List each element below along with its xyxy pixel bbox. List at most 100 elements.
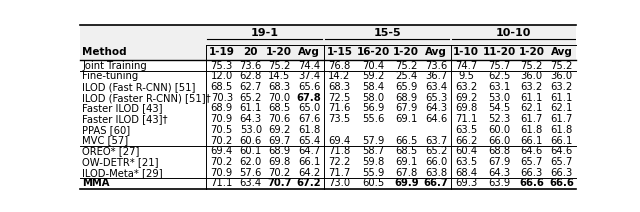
Text: 65.3: 65.3 [425,93,447,103]
Text: 1-20: 1-20 [266,47,292,57]
Bar [80,25,576,45]
Text: 67.9: 67.9 [488,157,510,167]
Text: 14.5: 14.5 [268,71,291,81]
Text: 68.5: 68.5 [268,103,291,113]
Text: 36.7: 36.7 [425,71,447,81]
Text: 71.1: 71.1 [455,114,477,124]
Text: 62.5: 62.5 [488,71,510,81]
Text: 60.1: 60.1 [240,146,262,156]
Text: 36.0: 36.0 [550,71,573,81]
Text: 64.3: 64.3 [488,168,510,178]
Text: 58.0: 58.0 [362,93,384,103]
Text: Avg: Avg [425,47,447,57]
Text: 69.2: 69.2 [268,125,291,135]
Text: 61.8: 61.8 [520,125,543,135]
Text: 63.8: 63.8 [425,168,447,178]
Text: 72.5: 72.5 [328,93,351,103]
Text: 36.0: 36.0 [520,71,543,81]
Text: 61.7: 61.7 [520,114,543,124]
Text: 62.8: 62.8 [240,71,262,81]
Text: 73.6: 73.6 [425,61,447,71]
Text: 69.7: 69.7 [268,135,291,145]
Text: 62.0: 62.0 [240,157,262,167]
Text: 66.0: 66.0 [488,135,510,145]
Text: 57.9: 57.9 [362,135,385,145]
Text: 60.5: 60.5 [362,178,384,188]
Text: 55.9: 55.9 [362,168,385,178]
Text: 66.1: 66.1 [520,135,543,145]
Text: 69.4: 69.4 [211,146,233,156]
Text: 68.4: 68.4 [455,168,477,178]
Text: Avg: Avg [550,47,572,57]
Text: ILOD (Fast R-CNN) [51]: ILOD (Fast R-CNN) [51] [83,82,196,92]
Text: 67.8: 67.8 [395,168,417,178]
Text: 63.9: 63.9 [488,178,510,188]
Text: 66.7: 66.7 [424,178,449,188]
Text: 9.5: 9.5 [458,71,474,81]
Text: 69.1: 69.1 [395,114,417,124]
Text: 58.4: 58.4 [362,82,384,92]
Text: 11-20: 11-20 [483,47,516,57]
Text: 61.1: 61.1 [239,103,262,113]
Text: 66.0: 66.0 [425,157,447,167]
Text: 65.7: 65.7 [520,157,543,167]
Text: 61.8: 61.8 [550,125,573,135]
Text: 70.9: 70.9 [211,114,233,124]
Text: 72.2: 72.2 [328,157,351,167]
Text: 68.5: 68.5 [211,82,233,92]
Text: 55.6: 55.6 [362,114,385,124]
Text: 53.0: 53.0 [240,125,262,135]
Text: 66.1: 66.1 [298,157,320,167]
Text: 76.8: 76.8 [328,61,351,71]
Text: 63.1: 63.1 [488,82,510,92]
Text: 70.2: 70.2 [211,157,233,167]
Text: 73.0: 73.0 [328,178,351,188]
Text: 66.3: 66.3 [550,168,573,178]
Text: 65.2: 65.2 [239,93,262,103]
Text: 74.4: 74.4 [298,61,320,71]
Text: 75.2: 75.2 [550,61,573,71]
Bar [80,45,576,60]
Text: 66.6: 66.6 [519,178,544,188]
Text: 68.9: 68.9 [211,103,233,113]
Text: 65.6: 65.6 [298,82,320,92]
Text: Fine-tuning: Fine-tuning [83,71,139,81]
Text: 74.7: 74.7 [455,61,477,71]
Text: 68.8: 68.8 [488,146,510,156]
Text: 66.5: 66.5 [395,135,417,145]
Text: 54.5: 54.5 [488,103,510,113]
Text: 65.7: 65.7 [550,157,573,167]
Text: 63.2: 63.2 [520,82,543,92]
Text: PPAS [60]: PPAS [60] [83,125,131,135]
Text: 58.7: 58.7 [362,146,384,156]
Text: 67.9: 67.9 [395,103,417,113]
Text: 64.7: 64.7 [298,146,320,156]
Text: 73.5: 73.5 [328,114,351,124]
Text: 20: 20 [244,47,258,57]
Text: 62.1: 62.1 [550,103,573,113]
Text: 70.5: 70.5 [211,125,233,135]
Text: 69.8: 69.8 [455,103,477,113]
Text: 63.2: 63.2 [455,82,477,92]
Text: 60.4: 60.4 [455,146,477,156]
Text: 69.3: 69.3 [455,178,477,188]
Text: 56.9: 56.9 [362,103,385,113]
Text: 64.6: 64.6 [550,146,573,156]
Text: 71.6: 71.6 [328,103,351,113]
Text: 70.6: 70.6 [268,114,291,124]
Text: 60.0: 60.0 [488,125,510,135]
Text: 61.8: 61.8 [298,125,320,135]
Text: 70.4: 70.4 [362,61,384,71]
Text: 1-20: 1-20 [518,47,545,57]
Text: 59.2: 59.2 [362,71,385,81]
Text: 66.3: 66.3 [520,168,543,178]
Text: 66.2: 66.2 [455,135,477,145]
Text: 63.5: 63.5 [455,157,477,167]
Text: 66.6: 66.6 [549,178,574,188]
Text: Faster ILOD [43]: Faster ILOD [43] [83,103,163,113]
Text: 19-1: 19-1 [251,28,279,38]
Text: 14.2: 14.2 [328,71,351,81]
Text: 57.6: 57.6 [239,168,262,178]
Text: 70.3: 70.3 [211,93,233,103]
Text: 12.0: 12.0 [211,71,233,81]
